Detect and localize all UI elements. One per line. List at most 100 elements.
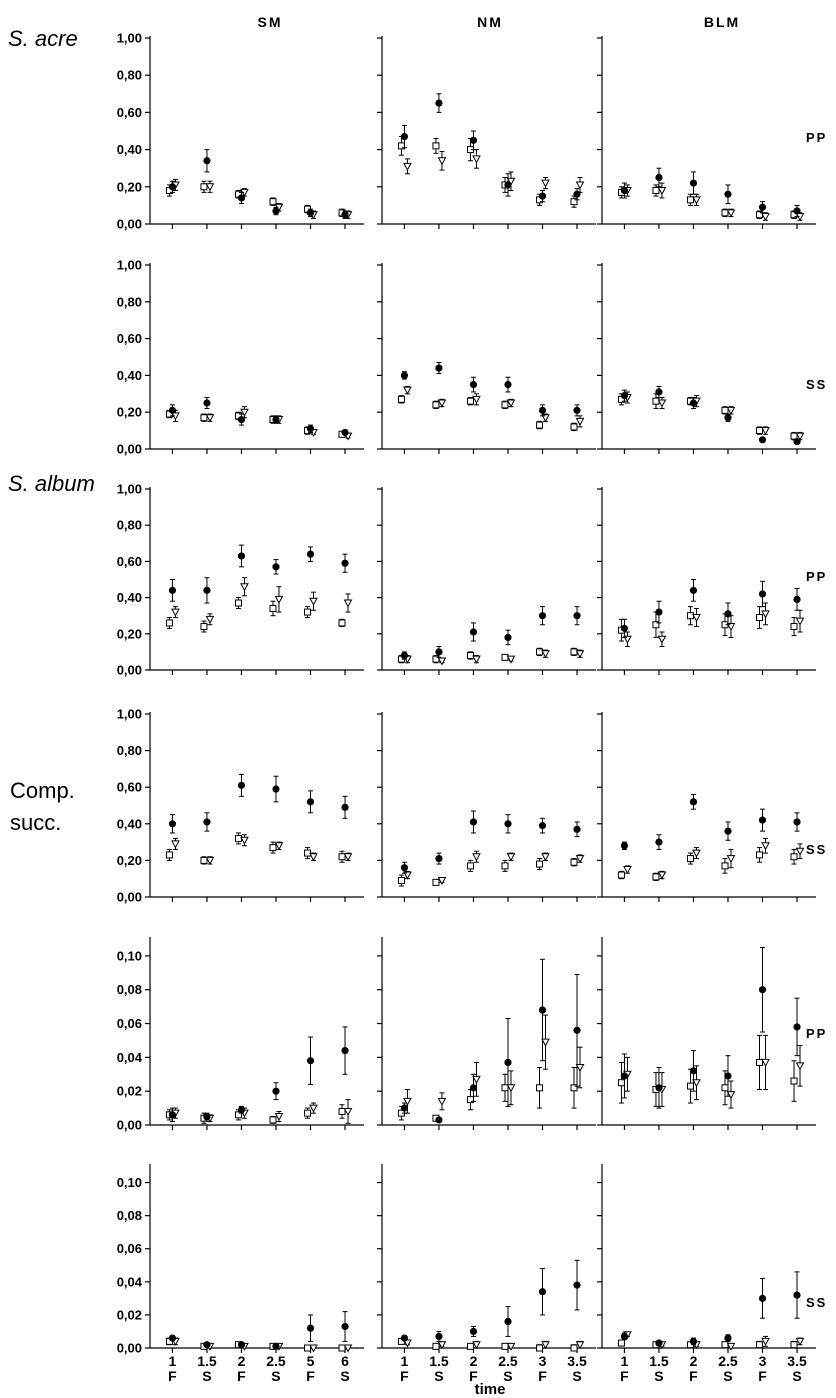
data-point-open-triangle — [345, 1108, 352, 1115]
x-tick-label: F — [306, 1368, 315, 1384]
data-point-open-triangle — [507, 854, 514, 861]
data-point-filled-circle — [203, 157, 210, 164]
y-tick-label: 0,60 — [117, 554, 142, 569]
data-point-open-square — [757, 1342, 763, 1348]
x-tick-label: S — [792, 1368, 801, 1384]
data-point-filled-circle — [470, 1328, 477, 1335]
data-point-open-triangle — [206, 857, 213, 864]
data-point-open-triangle — [438, 658, 445, 665]
y-tick-label: 0,80 — [117, 68, 142, 83]
x-tick-label: 5 — [307, 1353, 315, 1369]
data-point-open-square — [653, 398, 659, 404]
data-point-open-triangle — [404, 163, 411, 170]
y-tick-label: 0,10 — [117, 1175, 142, 1190]
x-tick-label: 3 — [539, 1353, 547, 1369]
x-tick-label: S — [503, 1368, 512, 1384]
data-point-open-triangle — [473, 396, 480, 403]
data-point-open-square — [305, 609, 311, 615]
y-tick-label: 0,02 — [117, 1084, 142, 1099]
species-label-s-acre: S. acre — [8, 26, 78, 51]
data-point-filled-circle — [539, 193, 546, 200]
y-tick-label: 1,00 — [117, 707, 142, 722]
data-point-open-square — [653, 874, 659, 880]
data-point-filled-circle — [690, 179, 697, 186]
data-point-open-square — [502, 654, 508, 660]
x-tick-label: 3 — [759, 1353, 767, 1369]
data-point-open-triangle — [577, 856, 584, 863]
data-point-open-square — [653, 188, 659, 194]
data-point-filled-circle — [690, 1067, 697, 1074]
x-tick-label: F — [620, 1368, 629, 1384]
data-point-open-square — [467, 863, 473, 869]
data-point-open-square — [270, 605, 276, 611]
data-point-open-triangle — [727, 1092, 734, 1099]
data-point-filled-circle — [573, 826, 580, 833]
x-tick-label: 1.5 — [429, 1353, 449, 1369]
x-tick-label: 3.5 — [567, 1353, 587, 1369]
data-point-filled-circle — [793, 596, 800, 603]
data-point-filled-circle — [470, 1084, 477, 1091]
data-point-open-square — [339, 1108, 345, 1114]
data-point-filled-circle — [238, 552, 245, 559]
y-tick-label: 0,20 — [117, 853, 142, 868]
y-tick-label: 0,80 — [117, 518, 142, 533]
data-point-open-triangle — [473, 1342, 480, 1349]
data-point-open-square — [201, 857, 207, 863]
data-point-open-square — [618, 1340, 624, 1346]
row-label-ss-3: SS — [806, 1295, 827, 1310]
data-point-filled-circle — [504, 1318, 511, 1325]
data-point-open-triangle — [404, 1098, 411, 1105]
x-tick-label: 6 — [341, 1353, 349, 1369]
data-point-open-square — [270, 845, 276, 851]
data-point-open-triangle — [542, 1342, 549, 1349]
data-point-filled-circle — [203, 399, 210, 406]
y-tick-label: 0,40 — [117, 368, 142, 383]
data-point-open-triangle — [577, 651, 584, 658]
data-point-open-triangle — [507, 656, 514, 663]
x-tick-label: 2 — [690, 1353, 698, 1369]
comp-label-line2: succ. — [10, 810, 61, 835]
data-point-filled-circle — [238, 416, 245, 423]
data-point-filled-circle — [793, 1291, 800, 1298]
data-point-open-triangle — [241, 837, 248, 844]
row-label-ss-1: SS — [806, 377, 827, 392]
data-point-open-square — [571, 859, 577, 865]
x-tick-label: 1.5 — [197, 1353, 217, 1369]
data-point-open-square — [537, 649, 543, 655]
data-point-open-square — [270, 1117, 276, 1123]
data-point-open-square — [757, 852, 763, 858]
data-point-filled-circle — [759, 436, 766, 443]
data-point-filled-circle — [793, 818, 800, 825]
data-point-open-square — [502, 1085, 508, 1091]
y-tick-label: 0,02 — [117, 1307, 142, 1322]
data-point-open-triangle — [275, 1114, 282, 1121]
x-tick-label: F — [400, 1368, 409, 1384]
x-tick-label: 2.5 — [266, 1353, 286, 1369]
data-point-open-triangle — [206, 184, 213, 191]
x-tick-label: S — [271, 1368, 280, 1384]
data-point-open-triangle — [438, 1098, 445, 1105]
x-tick-label: 1 — [169, 1353, 177, 1369]
data-point-open-square — [791, 624, 797, 630]
y-tick-label: 0,06 — [117, 1016, 142, 1031]
y-tick-label: 0,00 — [117, 890, 142, 905]
data-point-open-square — [502, 402, 508, 408]
data-point-filled-circle — [169, 587, 176, 594]
data-point-open-triangle — [727, 407, 734, 414]
data-point-open-square — [757, 1059, 763, 1065]
data-point-open-triangle — [762, 214, 769, 221]
x-tick-label: F — [758, 1368, 767, 1384]
y-tick-label: 0,60 — [117, 780, 142, 795]
data-point-open-triangle — [172, 841, 179, 848]
y-tick-label: 0,80 — [117, 294, 142, 309]
data-point-open-triangle — [542, 651, 549, 658]
data-point-filled-circle — [238, 782, 245, 789]
data-point-open-square — [502, 863, 508, 869]
data-point-filled-circle — [793, 1023, 800, 1030]
row-label-pp-2: PP — [806, 569, 827, 584]
data-point-filled-circle — [341, 211, 348, 218]
data-point-filled-circle — [793, 438, 800, 445]
data-point-filled-circle — [504, 634, 511, 641]
x-tick-label: F — [538, 1368, 547, 1384]
y-tick-label: 0,00 — [117, 663, 142, 678]
